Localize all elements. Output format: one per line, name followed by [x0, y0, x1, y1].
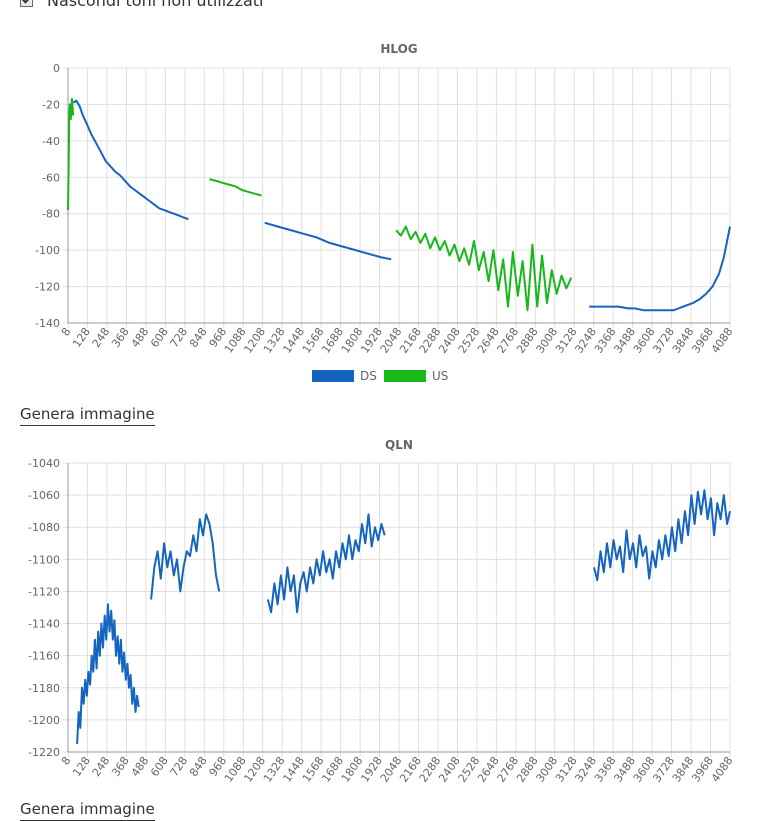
- x-tick-label: 608: [148, 325, 171, 350]
- y-tick-label: 0: [53, 62, 60, 75]
- y-tick-label: -120: [35, 281, 60, 294]
- x-tick-label: 608: [148, 754, 171, 779]
- qln-chart: QLN8128248368488608728848968108812081328…: [28, 438, 736, 785]
- y-tick-label: -20: [42, 98, 60, 111]
- chart-title: HLOG: [380, 42, 417, 56]
- y-tick-label: -1200: [28, 714, 60, 727]
- y-tick-label: -1060: [28, 489, 60, 502]
- x-tick-label: 8: [59, 754, 74, 767]
- x-tick-label: 8: [59, 325, 74, 338]
- legend-swatch-ds: [312, 370, 354, 382]
- x-tick-label: 728: [168, 325, 191, 350]
- generate-image-link-bottom[interactable]: Genera immagine: [20, 800, 155, 821]
- series-us-line: [395, 225, 573, 312]
- x-tick-label: 248: [90, 325, 113, 350]
- series-ds-line: [589, 226, 731, 312]
- series-us-line: [209, 178, 262, 197]
- x-tick-label: 848: [187, 754, 210, 779]
- series-ds-line: [76, 603, 140, 745]
- x-tick-label: 848: [187, 325, 210, 350]
- x-tick-label: 248: [90, 754, 113, 779]
- series-ds-line: [72, 99, 189, 221]
- series-ds-line: [593, 489, 731, 582]
- y-tick-label: -1220: [28, 746, 60, 759]
- y-tick-label: -40: [42, 135, 60, 148]
- x-tick-label: 4088: [709, 754, 736, 784]
- hide-unused-tones-row[interactable]: Nascondi toni non utilizzati: [20, 0, 263, 10]
- y-tick-label: -1180: [28, 682, 60, 695]
- x-tick-label: 4088: [709, 325, 736, 355]
- y-tick-label: -80: [42, 208, 60, 221]
- y-tick-label: -60: [42, 171, 60, 184]
- x-tick-label: 488: [129, 325, 152, 350]
- generate-image-link[interactable]: Genera immagine: [20, 405, 155, 426]
- y-tick-label: -140: [35, 317, 60, 330]
- legend-label-us: US: [432, 369, 448, 383]
- y-tick-label: -1140: [28, 618, 60, 631]
- x-tick-label: 728: [168, 754, 191, 779]
- legend-label-ds: DS: [360, 369, 377, 383]
- y-tick-label: -1160: [28, 650, 60, 663]
- legend-swatch-us: [384, 370, 426, 382]
- chart-title: QLN: [385, 438, 413, 452]
- series-ds-line: [150, 513, 221, 600]
- hlog-chart: HLOG812824836848860872884896810881208132…: [35, 42, 736, 383]
- series-ds-line: [266, 513, 386, 614]
- hide-unused-tones-label: Nascondi toni non utilizzati: [47, 0, 264, 10]
- x-tick-label: 128: [70, 754, 93, 779]
- hide-unused-tones-checkbox[interactable]: [20, 0, 33, 7]
- series-ds-line: [264, 221, 392, 261]
- y-tick-label: -100: [35, 244, 60, 257]
- y-tick-label: -1080: [28, 521, 60, 534]
- x-tick-label: 488: [129, 754, 152, 779]
- x-tick-label: 368: [109, 754, 132, 779]
- y-tick-label: -1040: [28, 457, 60, 470]
- series-us-line: [67, 98, 75, 211]
- x-tick-label: 128: [70, 325, 93, 350]
- y-tick-label: -1100: [28, 553, 60, 566]
- x-tick-label: 368: [109, 325, 132, 350]
- y-tick-label: -1120: [28, 585, 60, 598]
